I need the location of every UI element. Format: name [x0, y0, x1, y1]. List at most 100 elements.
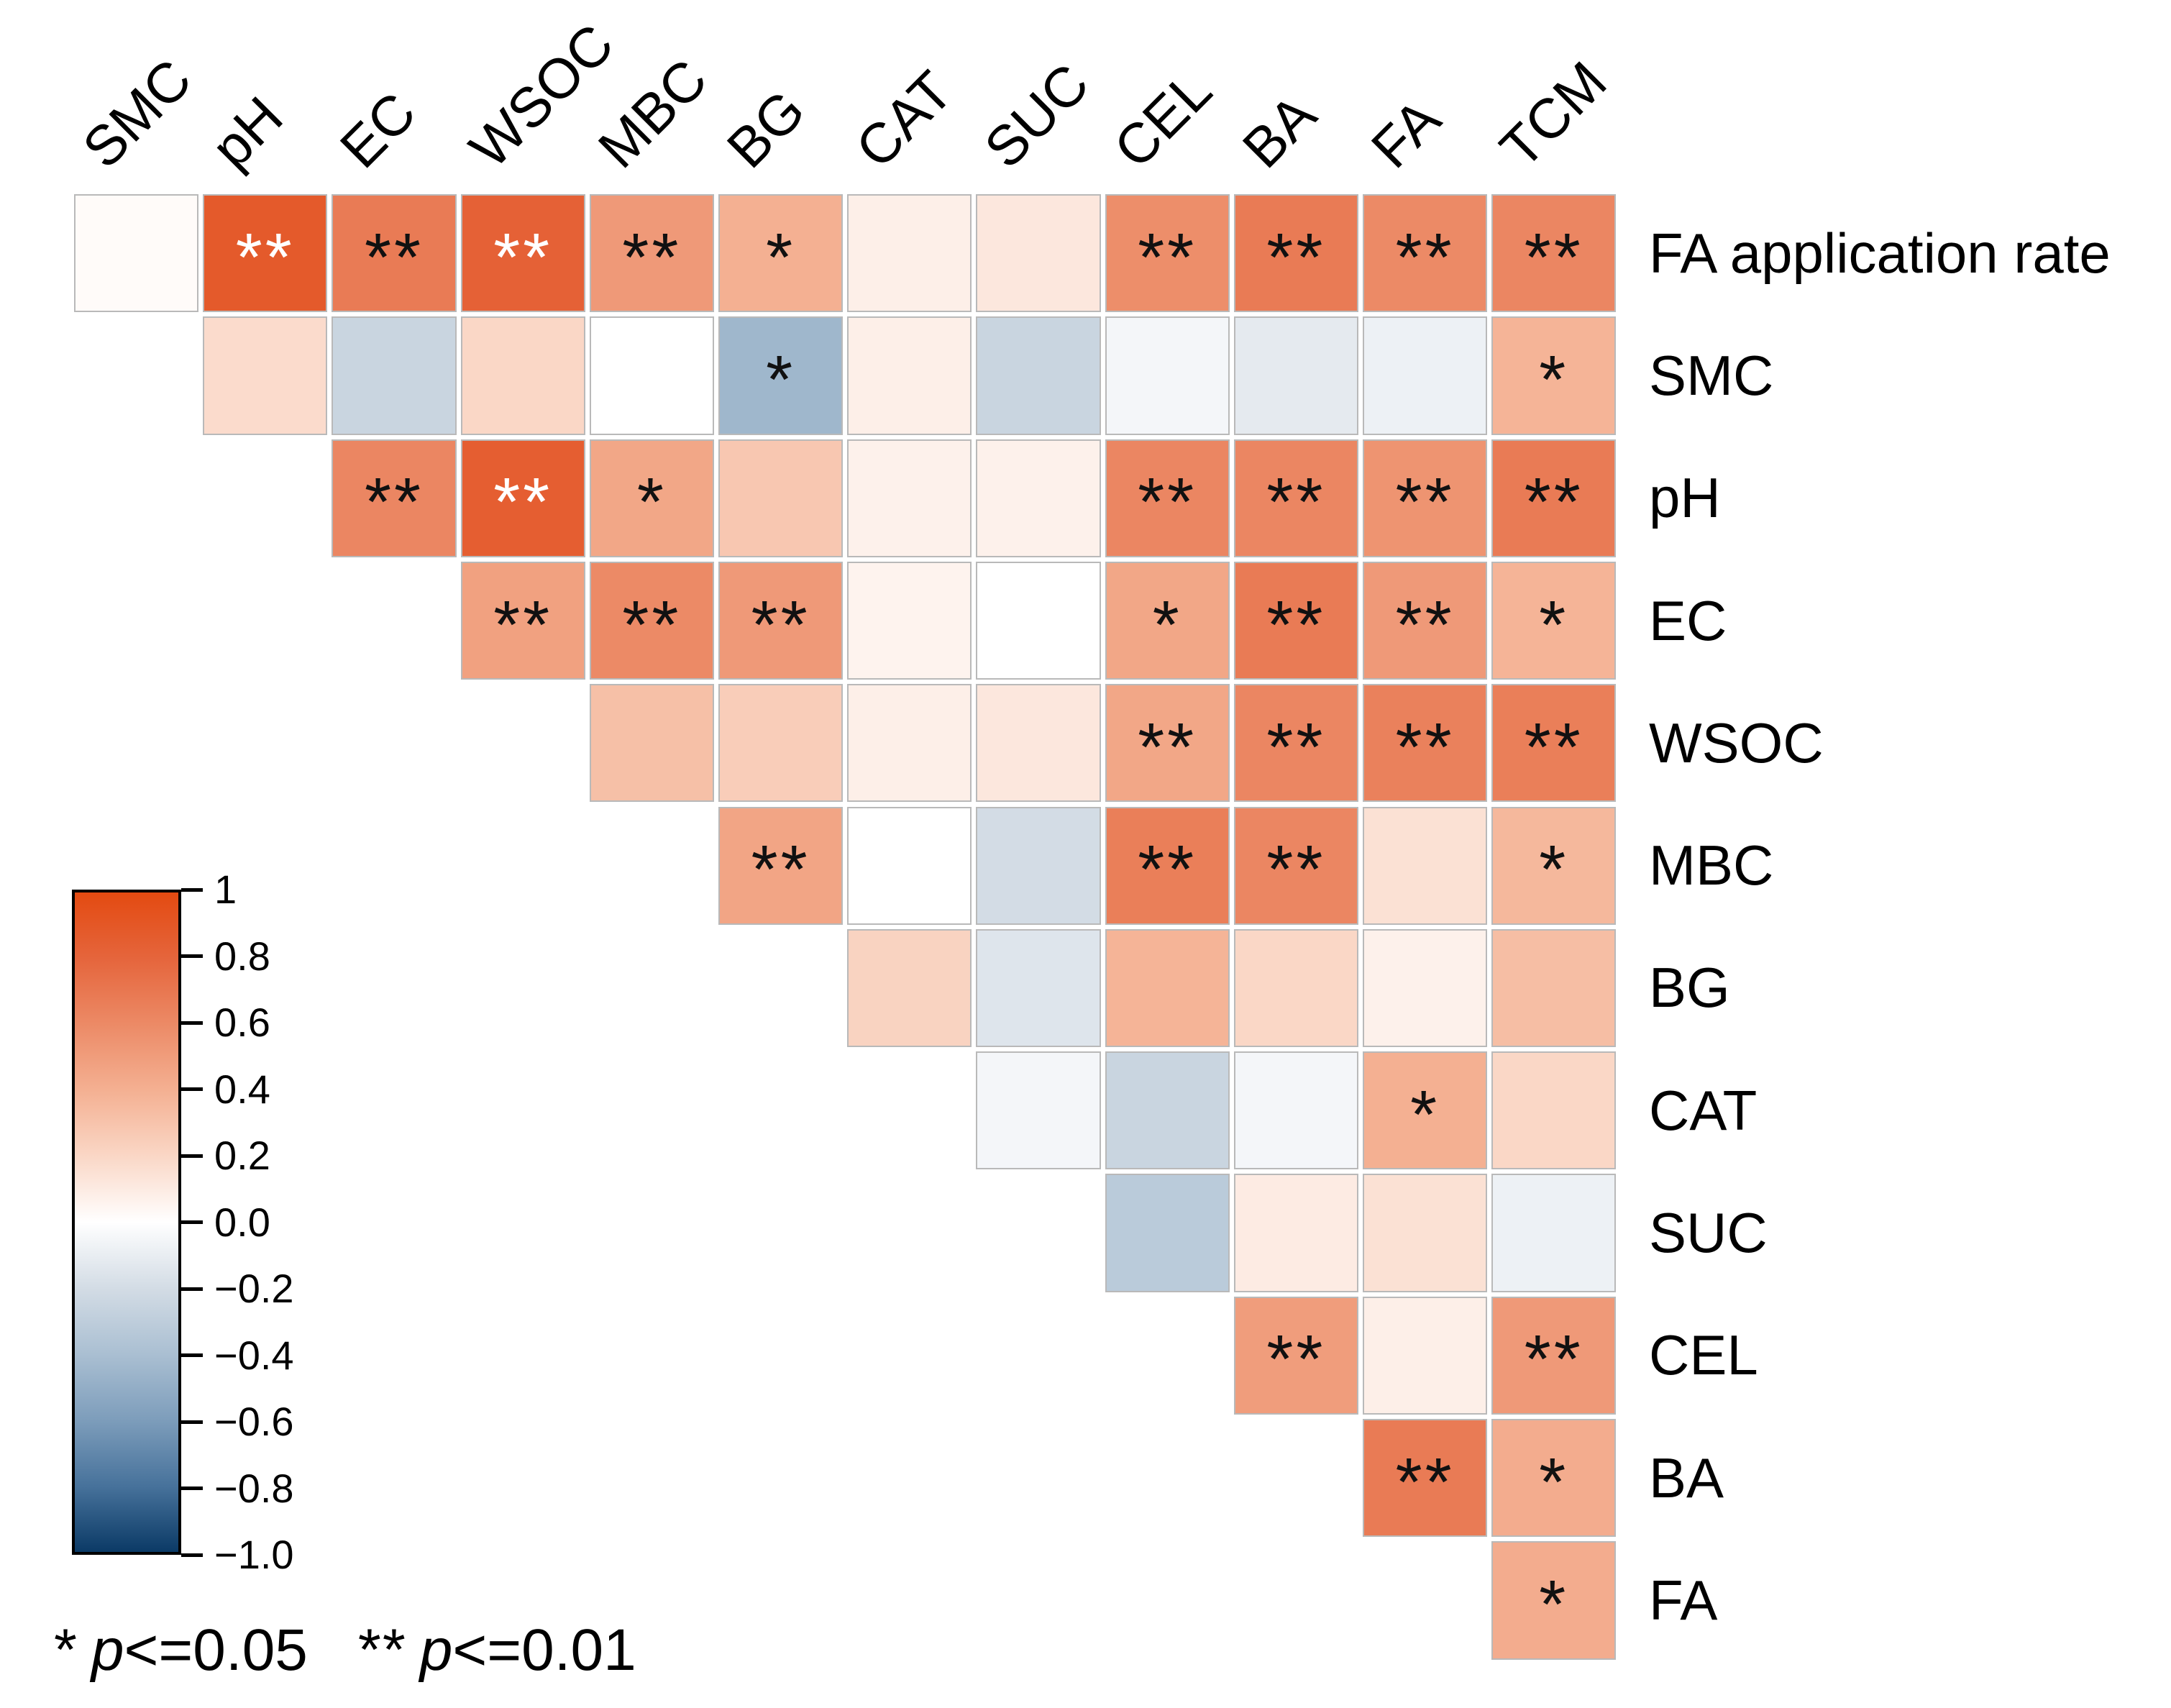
matrix-cell: **	[1105, 684, 1230, 803]
column-label: EC	[328, 80, 429, 181]
matrix-cell: **	[1233, 684, 1358, 803]
matrix-cell: *	[1363, 1051, 1488, 1170]
colorbar-tick-mark	[181, 1353, 203, 1357]
column-label: BA	[1230, 82, 1328, 181]
row-label: BA	[1649, 1446, 1724, 1510]
colorbar-gradient	[72, 890, 181, 1555]
matrix-cell: **	[1233, 806, 1358, 925]
significance-stars: **	[1524, 219, 1583, 296]
significance-stars: *	[1539, 586, 1569, 663]
matrix-cell: *	[589, 439, 714, 557]
matrix-cell: **	[1233, 439, 1358, 557]
significance-p-2: p	[419, 1617, 453, 1683]
significance-stars: **	[1524, 1321, 1583, 1398]
significance-threshold-2: <=0.01	[452, 1617, 636, 1683]
matrix-cell: **	[1491, 684, 1617, 803]
significance-stars: **	[1524, 464, 1583, 541]
matrix-cell	[976, 316, 1101, 435]
matrix-cell: **	[1105, 194, 1230, 313]
significance-stars: **	[1138, 219, 1197, 296]
significance-stars: **	[1395, 586, 1455, 663]
matrix-cell	[976, 928, 1101, 1048]
colorbar-tick-label: −0.4	[214, 1332, 294, 1378]
matrix-cell: *	[1491, 806, 1617, 925]
matrix-cell	[1491, 1051, 1617, 1170]
colorbar-tick-label: 0.8	[214, 933, 270, 979]
row-label: SMC	[1649, 343, 1774, 407]
colorbar-tick-label: −0.2	[214, 1266, 294, 1311]
matrix-cell: *	[718, 194, 844, 313]
column-label: SUC	[972, 51, 1101, 181]
matrix-cell	[976, 806, 1101, 925]
matrix-cell: **	[1491, 194, 1617, 313]
matrix-cell: **	[1363, 684, 1488, 803]
matrix-cell	[1105, 1174, 1230, 1292]
colorbar-tick-label: 0.2	[214, 1133, 270, 1178]
matrix-cell	[976, 194, 1101, 313]
colorbar-tick-label: 1	[214, 867, 237, 912]
matrix-cell	[1105, 928, 1230, 1048]
matrix-cell: **	[332, 194, 457, 313]
significance-stars: **	[1138, 708, 1197, 785]
significance-stars: **	[365, 219, 424, 296]
matrix-cell: **	[1105, 806, 1230, 925]
matrix-cell	[589, 684, 714, 803]
matrix-cell: **	[589, 561, 714, 680]
significance-stars: *	[766, 341, 796, 418]
matrix-cell	[847, 194, 972, 313]
matrix-cell	[1363, 316, 1488, 435]
matrix-cell: **	[718, 561, 844, 680]
colorbar-tick-label: −1.0	[214, 1532, 294, 1577]
significance-stars: *	[1410, 1076, 1440, 1153]
matrix-cell: **	[460, 194, 585, 313]
significance-p-1: p	[91, 1617, 124, 1683]
matrix-cell: **	[1233, 1296, 1358, 1415]
significance-stars: **	[493, 586, 553, 663]
significance-stars: **	[365, 464, 424, 541]
matrix-cell	[718, 439, 844, 557]
matrix-cell	[847, 806, 972, 925]
matrix-cell	[203, 316, 328, 435]
row-label: WSOC	[1649, 711, 1824, 775]
matrix-cell	[1105, 1051, 1230, 1170]
significance-stars: *	[766, 219, 796, 296]
matrix-cell: *	[1491, 1541, 1617, 1660]
matrix-cell	[460, 316, 585, 435]
row-label: CEL	[1649, 1323, 1758, 1387]
significance-stars: **	[622, 219, 682, 296]
matrix-cell	[976, 1051, 1101, 1170]
significance-stars: **	[1138, 831, 1197, 908]
colorbar-tick-mark	[181, 1287, 203, 1291]
matrix-cell	[847, 684, 972, 803]
matrix-cell	[847, 561, 972, 680]
significance-stars: **	[1395, 219, 1455, 296]
matrix-cell	[1363, 1174, 1488, 1292]
significance-stars: **	[1266, 1321, 1326, 1398]
matrix-cell: *	[718, 316, 844, 435]
significance-stars: **	[1266, 219, 1326, 296]
significance-stars: **	[622, 586, 682, 663]
row-label: CAT	[1649, 1078, 1758, 1142]
row-label: BG	[1649, 956, 1730, 1020]
matrix-cell	[976, 439, 1101, 557]
column-label: SMC	[70, 47, 204, 181]
significance-stars: **	[1266, 831, 1326, 908]
significance-stars: **	[1395, 464, 1455, 541]
matrix-cell: **	[1491, 439, 1617, 557]
column-label: CEL	[1101, 58, 1224, 181]
colorbar-tick-mark	[181, 1087, 203, 1091]
significance-stars: **	[1266, 586, 1326, 663]
matrix-cell: **	[718, 806, 844, 925]
column-label: WSOC	[457, 12, 626, 181]
significance-stars: *	[1539, 1566, 1569, 1643]
significance-stars: *	[1539, 1443, 1569, 1520]
row-label: MBC	[1649, 834, 1774, 898]
matrix-cell: *	[1491, 1419, 1617, 1538]
significance-stars: **	[493, 464, 553, 541]
significance-stars: *	[636, 464, 667, 541]
colorbar-tick-label: 0.0	[214, 1199, 270, 1245]
colorbar-tick-mark	[181, 954, 203, 958]
significance-note: * p<=0.05 ** p<=0.01	[54, 1617, 636, 1684]
matrix-cell: **	[1105, 439, 1230, 557]
matrix-cell	[1233, 1051, 1358, 1170]
